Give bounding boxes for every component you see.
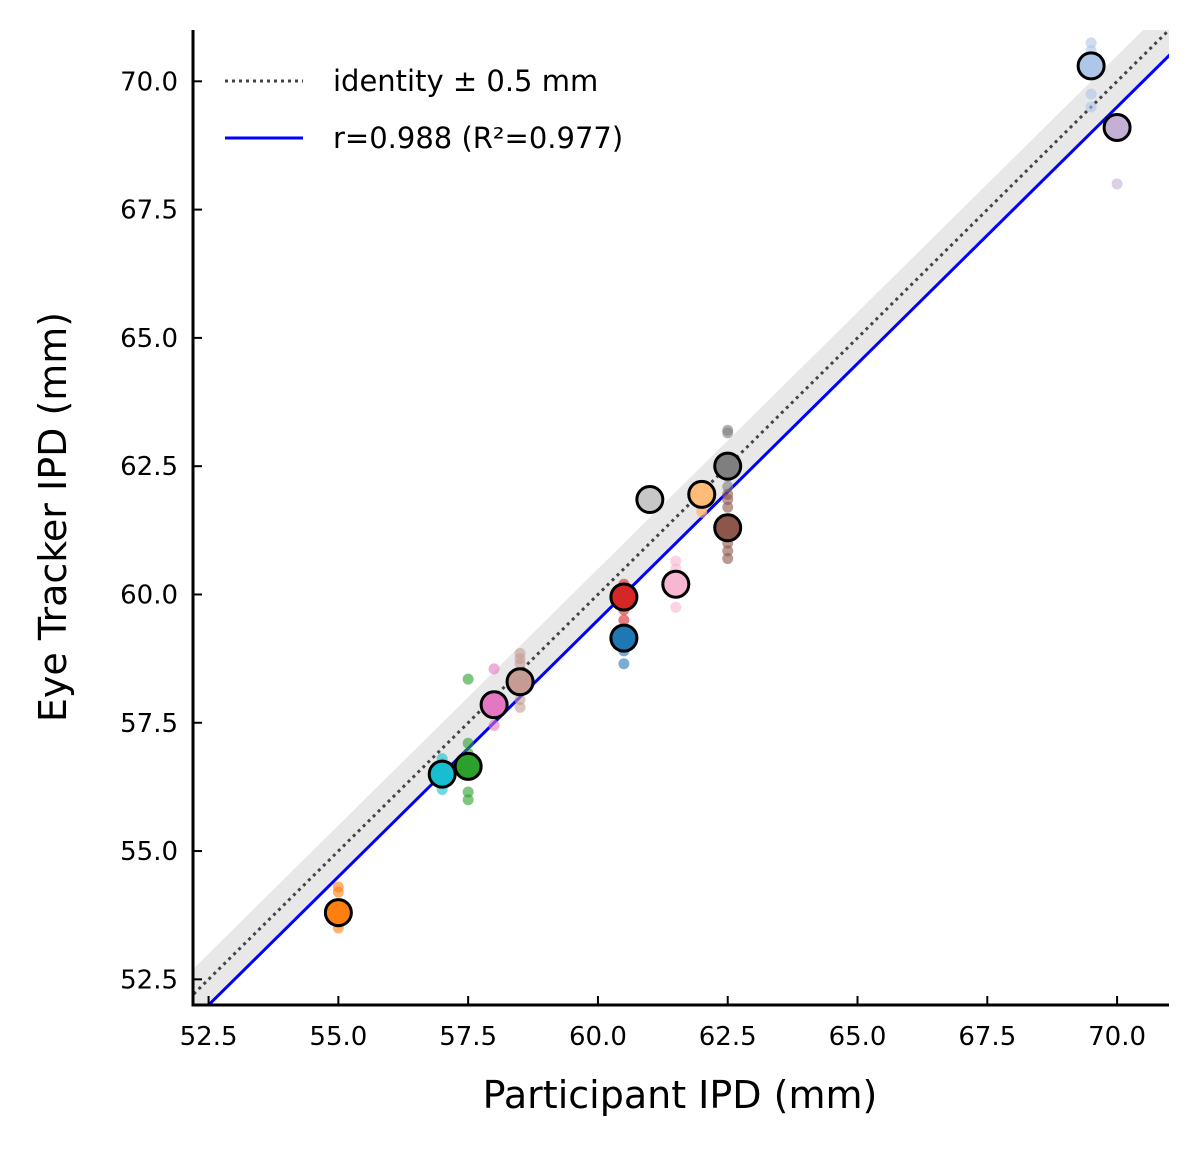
y-tick-label: 52.5 (120, 965, 178, 995)
x-tick-label: 70.0 (1088, 1022, 1146, 1052)
sample-point (1085, 37, 1097, 49)
sample-point (514, 701, 526, 713)
sample-point (722, 494, 734, 506)
legend: identity ± 0.5 mm r=0.988 (R²=0.977) (225, 64, 623, 155)
sample-point (462, 786, 474, 798)
mean-point (505, 667, 535, 697)
y-axis-label: Eye Tracker IPD (mm) (31, 312, 75, 722)
sample-point (514, 694, 526, 706)
y-tick-label: 67.5 (120, 196, 178, 226)
y-tick-label: 62.5 (120, 452, 178, 482)
y-tick-label: 57.5 (120, 709, 178, 739)
sample-point (722, 427, 734, 439)
mean-point (635, 485, 665, 515)
plot-area (193, 30, 1169, 1005)
regression-line (206, 53, 1169, 1005)
x-tick-label: 52.5 (180, 1022, 238, 1052)
sample-point (618, 658, 630, 670)
y-tick-label: 70.0 (120, 67, 178, 97)
sample-point (722, 501, 734, 513)
y-tick-label: 55.0 (120, 837, 178, 867)
x-tick-label: 67.5 (958, 1022, 1016, 1052)
identity-line (193, 30, 1169, 997)
sample-point (722, 481, 734, 493)
mean-point (661, 569, 691, 599)
sample-point (332, 886, 344, 898)
x-tick-label: 60.0 (569, 1022, 627, 1052)
y-tick-label: 65.0 (120, 324, 178, 354)
x-axis-label: Participant IPD (mm) (483, 1073, 878, 1117)
mean-point (479, 690, 509, 720)
sample-point (670, 601, 682, 613)
identity-band (193, 30, 1169, 1005)
x-tick-label: 65.0 (829, 1022, 887, 1052)
sample-point (1085, 101, 1097, 113)
sample-point (722, 545, 734, 557)
mean-point (323, 898, 353, 928)
mean-point (609, 623, 639, 653)
mean-point (609, 582, 639, 612)
mean-point (427, 759, 457, 789)
mean-point (1076, 51, 1106, 81)
mean-point (453, 751, 483, 781)
sample-point (722, 553, 734, 565)
sample-point (462, 673, 474, 685)
sample-point (488, 663, 500, 675)
sample-point (618, 614, 630, 626)
mean-point (713, 513, 743, 543)
sample-point (1111, 178, 1123, 190)
sample-point (462, 737, 474, 749)
x-tick-label: 62.5 (699, 1022, 757, 1052)
legend-label: r=0.988 (R²=0.977) (333, 121, 623, 155)
x-tick-label: 57.5 (439, 1022, 497, 1052)
mean-point (713, 451, 743, 481)
mean-point (687, 479, 717, 509)
legend-label: identity ± 0.5 mm (333, 64, 598, 98)
axes: 52.5 55.0 57.5 60.0 62.5 65.0 67.5 70.0 52.5 55.0… (120, 30, 1169, 1052)
sample-point (488, 719, 500, 731)
y-tick-label: 60.0 (120, 580, 178, 610)
sample-point (1085, 88, 1097, 100)
sample-point (514, 658, 526, 670)
x-tick-label: 55.0 (309, 1022, 367, 1052)
sample-point (670, 555, 682, 567)
sample-point (696, 506, 708, 518)
mean-point (1102, 113, 1132, 142)
sample-point (462, 794, 474, 806)
